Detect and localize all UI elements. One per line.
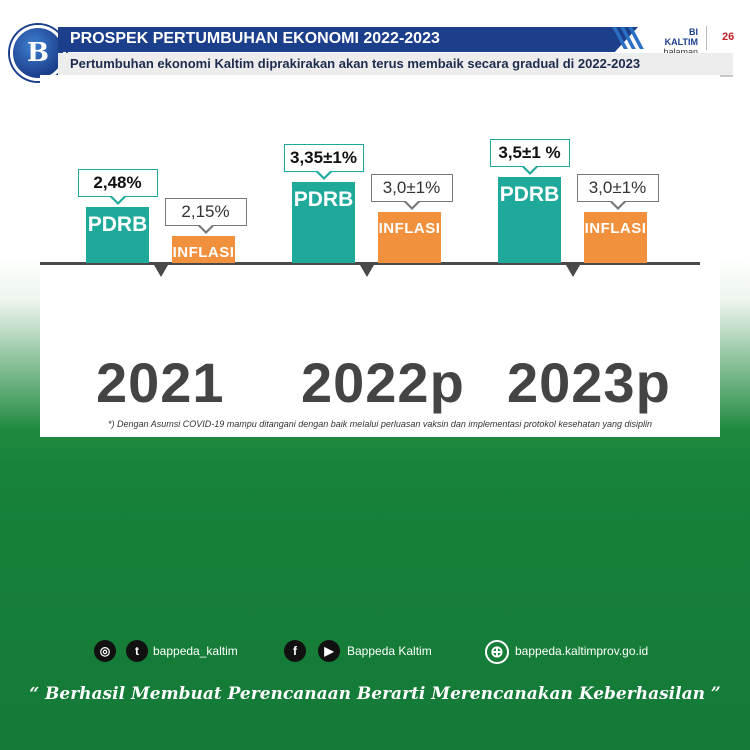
callout-tail	[316, 170, 331, 177]
callout-tail	[522, 165, 537, 172]
callout-tail	[610, 200, 625, 207]
inflasi-bar-2022p: INFLASI	[378, 212, 441, 263]
org-label: BI KALTIM halaman	[656, 27, 698, 57]
header-bar	[58, 27, 638, 52]
org-name: BI KALTIM	[664, 27, 698, 47]
inflasi-label-2021: 2,15%	[164, 198, 247, 226]
twitter-handle[interactable]: bappeda_kaltim	[153, 644, 238, 658]
pdrb-label-2022p: 3,35±1%	[283, 144, 364, 172]
pdrb-label-2021: 2,48%	[77, 169, 158, 197]
pdrb-label-2023p: 3,5±1 %	[489, 139, 570, 167]
divider	[706, 26, 707, 50]
page-title: PROSPEK PERTUMBUHAN EKONOMI 2022-2023	[70, 30, 440, 47]
year-label-2022p: 2022p	[301, 351, 465, 414]
inflasi-bar-2021: INFLASI	[172, 236, 235, 263]
callout-tail	[404, 200, 419, 207]
twitter-icon[interactable]: t	[126, 640, 148, 662]
chart-footnote: *) Dengan Asumsi COVID-19 mampu ditangan…	[108, 419, 652, 429]
pdrb-bar-2023p: PDRB	[498, 177, 561, 263]
facebook-icon[interactable]: f	[284, 640, 306, 662]
inflasi-bar-2023p: INFLASI	[584, 212, 647, 263]
year-label-2021: 2021	[96, 351, 225, 414]
instagram-icon[interactable]: ◎	[94, 640, 116, 662]
pdrb-bar-2021: PDRB	[86, 207, 149, 263]
globe-handle[interactable]: bappeda.kaltimprov.go.id	[515, 644, 649, 658]
year-pointer	[360, 265, 374, 277]
inflasi-label-2023p: 3,0±1%	[576, 174, 659, 202]
year-pointer	[566, 265, 580, 277]
chart-baseline	[40, 262, 700, 265]
bank-indonesia-logo: B	[10, 25, 66, 81]
year-label-2023p: 2023p	[507, 351, 671, 414]
page-word: halaman	[663, 47, 698, 57]
chart-area: PDRB 2,48% INFLASI 2,15% 2021 PDRB 3,35±1% INFL…	[40, 139, 700, 414]
youtube-icon[interactable]: ▶	[318, 640, 340, 662]
page-number: 26	[722, 31, 735, 43]
page-subtitle: Pertumbuhan ekonomi Kaltim diprakirakan …	[70, 56, 641, 71]
motto: “ Berhasil Membuat Perencanaan Berarti M…	[29, 684, 721, 704]
globe-icon[interactable]: ⊕	[485, 640, 509, 664]
inflasi-label-2022p: 3,0±1%	[370, 174, 453, 202]
pdrb-bar-2022p: PDRB	[292, 182, 355, 263]
callout-tail	[198, 224, 213, 231]
social-footer: ◎ t bappeda_kaltim f ▶ Bappeda Kaltim ⊕ bappeda…	[0, 630, 750, 680]
youtube-handle[interactable]: Bappeda Kaltim	[347, 644, 432, 658]
callout-tail	[110, 195, 125, 202]
year-pointer	[154, 265, 168, 277]
